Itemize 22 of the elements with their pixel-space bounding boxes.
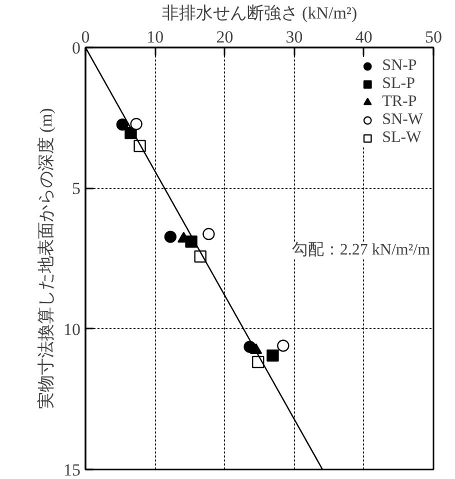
annotation: 勾配：2.27 kN/m²/m [292,242,431,259]
point [266,349,279,362]
point [202,228,215,240]
y-tick-label: 15 [64,460,80,479]
point [164,230,177,243]
y-axis-title: 実物寸法換算した地表面からの深度 (m) [36,108,56,409]
legend-label: SL-P [382,75,416,93]
legend-label: TR-P [382,93,417,111]
legend-label: SN-W [382,111,423,129]
y-tick-label: 5 [72,179,80,198]
point [277,340,290,352]
y-tick-label: 10 [64,320,80,339]
x-tick-label: 10 [146,28,164,46]
x-axis-title: 非排水せん断強さ (kN/m²) [162,4,358,22]
x-tick-label: 40 [355,28,372,46]
x-tick-label: 30 [286,28,303,46]
legend-label: SN-P [382,57,417,75]
point [116,118,128,131]
legend-label: SL-W [382,129,422,147]
x-tick-label: 20 [216,28,234,46]
x-tick-label: 50 [425,28,442,46]
point [130,118,142,130]
